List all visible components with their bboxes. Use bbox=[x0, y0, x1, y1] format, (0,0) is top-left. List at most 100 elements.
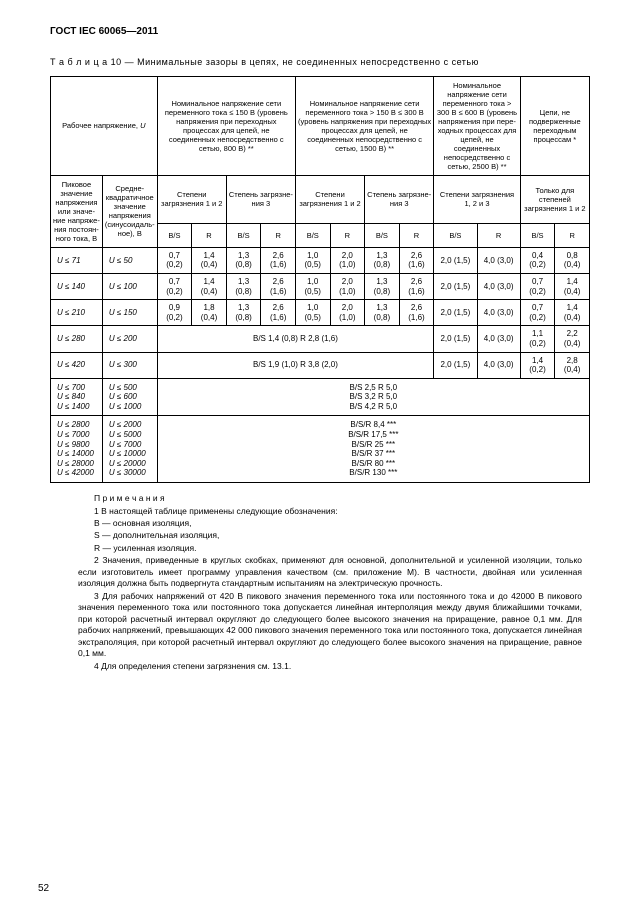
hdr-r: R bbox=[261, 223, 296, 247]
hdr-bs: B/S bbox=[226, 223, 261, 247]
hdr-deg3-a: Степень загрязне­ния 3 bbox=[226, 175, 295, 223]
hdr-bs: B/S bbox=[157, 223, 192, 247]
hdr-none: Цепи, не подвержен­ные переход­ным проце… bbox=[520, 76, 589, 175]
cell: 1,4 (0,4) bbox=[555, 300, 590, 326]
hdr-deg3-b: Степень загрязне­ния 3 bbox=[365, 175, 434, 223]
cell: 4,0 (3,0) bbox=[477, 273, 520, 299]
cell: 1,3 (0,8) bbox=[226, 273, 261, 299]
row-rms: U ≤ 100 bbox=[102, 273, 157, 299]
cell: 2,6 (1,6) bbox=[399, 247, 434, 273]
cell: 2,6 (1,6) bbox=[399, 300, 434, 326]
page: ГОСТ IEC 60065—2011 Т а б л и ц а 10 — М… bbox=[0, 0, 630, 913]
document-title: ГОСТ IEC 60065—2011 bbox=[50, 26, 590, 39]
cell: 1,3 (0,8) bbox=[226, 300, 261, 326]
page-number: 52 bbox=[38, 883, 49, 896]
hdr-bs: B/S bbox=[295, 223, 330, 247]
hdr-deg123: Степени загрязне­ния 1, 2 и 3 bbox=[434, 175, 520, 223]
clearance-table: Рабочее напряжение, U Номинальное напряж… bbox=[50, 76, 590, 483]
cell: 0,7 (0,2) bbox=[157, 247, 192, 273]
hdr-150v: Номинальное напряжение сети переменного … bbox=[157, 76, 295, 175]
cell: 1,3 (0,8) bbox=[226, 247, 261, 273]
note-3: 3 Для рабочих напряжений от 420 В пиково… bbox=[78, 591, 582, 660]
cell: 2,0 (1,0) bbox=[330, 300, 365, 326]
row-peak: U ≤ 280 bbox=[51, 326, 103, 352]
hdr-300v: Номинальное напряжение сети переменного … bbox=[295, 76, 433, 175]
hdr-bs: B/S bbox=[365, 223, 400, 247]
row-peak: U ≤ 140 bbox=[51, 273, 103, 299]
cell: 1,0 (0,5) bbox=[295, 273, 330, 299]
note-2: 2 Значения, приведенные в круглых скобка… bbox=[78, 555, 582, 589]
row-rms: U ≤ 300 bbox=[102, 352, 157, 378]
note-s: S — дополнительная изоляция, bbox=[78, 530, 582, 541]
hdr-peak: Пиковое значение напряже­ния или значе­н… bbox=[51, 175, 103, 247]
cell: 1,4 (0,4) bbox=[192, 247, 227, 273]
notes-head: П р и м е ч а н и я bbox=[78, 493, 582, 504]
hdr-working-voltage: Рабочее напряжение, U bbox=[51, 76, 158, 175]
table-caption: Т а б л и ц а 10 — Минимальные зазоры в … bbox=[50, 57, 590, 68]
row-peak-block: U ≤ 2800U ≤ 7000U ≤ 9800U ≤ 14000U ≤ 280… bbox=[51, 416, 103, 483]
cell: 2,0 (1,0) bbox=[330, 273, 365, 299]
cell: 2,0 (1,5) bbox=[434, 326, 477, 352]
hdr-r: R bbox=[399, 223, 434, 247]
cell: 1,4 (0,4) bbox=[555, 273, 590, 299]
cell: 0,7 (0,2) bbox=[157, 273, 192, 299]
cell: 2,0 (1,0) bbox=[330, 247, 365, 273]
row-rms: U ≤ 200 bbox=[102, 326, 157, 352]
row-peak-block: U ≤ 700U ≤ 840U ≤ 1400 bbox=[51, 378, 103, 416]
cell: 2,8 (0,4) bbox=[555, 352, 590, 378]
cell: 1,3 (0,8) bbox=[365, 273, 400, 299]
cell: 0,7 (0,2) bbox=[520, 273, 555, 299]
cell: 0,8 (0,4) bbox=[555, 247, 590, 273]
hdr-r: R bbox=[192, 223, 227, 247]
note-r: R — усиленная изоляция. bbox=[78, 543, 582, 554]
cell: 2,0 (1,5) bbox=[434, 273, 477, 299]
row-rms: U ≤ 50 bbox=[102, 247, 157, 273]
cell: 2,6 (1,6) bbox=[399, 273, 434, 299]
row-peak: U ≤ 71 bbox=[51, 247, 103, 273]
cell: 0,9 (0,2) bbox=[157, 300, 192, 326]
cell: 2,6 (1,6) bbox=[261, 273, 296, 299]
cell: 4,0 (3,0) bbox=[477, 300, 520, 326]
hdr-r: R bbox=[555, 223, 590, 247]
cell: 1,3 (0,8) bbox=[365, 300, 400, 326]
cell: 2,6 (1,6) bbox=[261, 300, 296, 326]
row-bsr-block: B/S 2,5 R 5,0B/S 3,2 R 5,0B/S 4,2 R 5,0 bbox=[157, 378, 589, 416]
hdr-rms: Средне­квадратич­ное значение напряже­ни… bbox=[102, 175, 157, 247]
cell: 4,0 (3,0) bbox=[477, 247, 520, 273]
cell: 2,2 (0,4) bbox=[555, 326, 590, 352]
cell: 1,4 (0,2) bbox=[520, 352, 555, 378]
cell: 2,0 (1,5) bbox=[434, 247, 477, 273]
cell: 1,3 (0,8) bbox=[365, 247, 400, 273]
row-rms-block: U ≤ 2000U ≤ 5000U ≤ 7000U ≤ 10000U ≤ 200… bbox=[102, 416, 157, 483]
hdr-r: R bbox=[477, 223, 520, 247]
cell: 4,0 (3,0) bbox=[477, 352, 520, 378]
cell: 2,6 (1,6) bbox=[261, 247, 296, 273]
hdr-deg12-b: Степени загрязне­ния 1 и 2 bbox=[295, 175, 364, 223]
cell: 0,4 (0,2) bbox=[520, 247, 555, 273]
notes-block: П р и м е ч а н и я 1 В настоящей таблиц… bbox=[50, 493, 590, 672]
cell: 0,7 (0,2) bbox=[520, 300, 555, 326]
cell: 4,0 (3,0) bbox=[477, 326, 520, 352]
row-rms-block: U ≤ 500U ≤ 600U ≤ 1000 bbox=[102, 378, 157, 416]
hdr-deg12-a: Степени загрязне­ния 1 и 2 bbox=[157, 175, 226, 223]
cell: 2,0 (1,5) bbox=[434, 300, 477, 326]
row-peak: U ≤ 210 bbox=[51, 300, 103, 326]
row-mid: B/S 1,4 (0,8) R 2,8 (1,6) bbox=[157, 326, 434, 352]
note-1: 1 В настоящей таблице применены следующи… bbox=[78, 506, 582, 517]
cell: 1,4 (0,4) bbox=[192, 273, 227, 299]
hdr-only12: Только для степеней загрязне­ния 1 и 2 bbox=[520, 175, 589, 223]
hdr-bs: B/S bbox=[434, 223, 477, 247]
cell: 1,0 (0,5) bbox=[295, 247, 330, 273]
row-rms: U ≤ 150 bbox=[102, 300, 157, 326]
note-4: 4 Для определения степени загрязнения см… bbox=[78, 661, 582, 672]
hdr-600v: Номинальное напряжение сети переменного … bbox=[434, 76, 520, 175]
row-peak: U ≤ 420 bbox=[51, 352, 103, 378]
cell: 1,0 (0,5) bbox=[295, 300, 330, 326]
row-mid: B/S 1,9 (1,0) R 3,8 (2,0) bbox=[157, 352, 434, 378]
cell: 2,0 (1,5) bbox=[434, 352, 477, 378]
hdr-bs: B/S bbox=[520, 223, 555, 247]
note-b: В — основная изоляция, bbox=[78, 518, 582, 529]
hdr-r: R bbox=[330, 223, 365, 247]
row-bsr-block: B/S/R 8,4 ***B/S/R 17,5 ***B/S/R 25 ***B… bbox=[157, 416, 589, 483]
cell: 1,1 (0,2) bbox=[520, 326, 555, 352]
